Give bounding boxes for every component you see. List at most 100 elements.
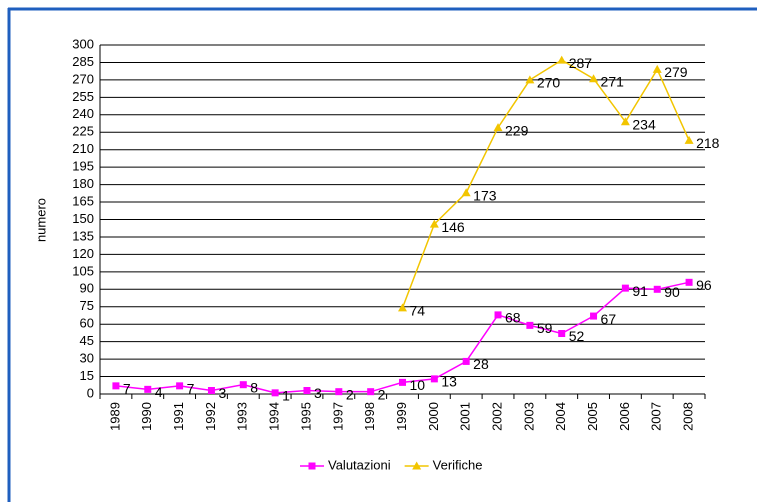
y-tick-label: 45 <box>80 333 94 348</box>
legend-label: Verifiche <box>433 457 483 472</box>
y-tick-label: 150 <box>72 211 94 226</box>
data-label: 4 <box>155 384 163 400</box>
x-tick-label: 2008 <box>681 402 696 431</box>
y-tick-label: 120 <box>72 246 94 261</box>
y-tick-label: 270 <box>72 71 94 86</box>
data-label: 1 <box>282 388 290 404</box>
x-tick-label: 1994 <box>267 402 282 431</box>
data-label: 96 <box>696 277 712 293</box>
y-tick-label: 300 <box>72 36 94 51</box>
data-label: 8 <box>250 379 258 395</box>
data-label: 2 <box>378 386 386 402</box>
y-tick-label: 210 <box>72 141 94 156</box>
marker <box>652 64 662 73</box>
marker <box>526 321 534 329</box>
series-line <box>401 59 690 309</box>
marker <box>558 330 566 338</box>
x-tick-label: 2006 <box>617 402 632 431</box>
legend-label: Valutazioni <box>328 457 391 472</box>
x-tick-label: 2001 <box>458 402 473 431</box>
data-label: 229 <box>505 122 529 138</box>
y-tick-label: 75 <box>80 298 94 313</box>
marker <box>590 312 598 320</box>
x-tick-label: 1991 <box>171 402 186 431</box>
marker <box>412 461 422 470</box>
data-label: 90 <box>664 284 680 300</box>
x-tick-label: 1990 <box>139 402 154 431</box>
x-tick-label: 1989 <box>107 402 122 431</box>
marker <box>430 375 438 383</box>
y-tick-label: 255 <box>72 89 94 104</box>
data-label: 3 <box>314 385 322 401</box>
y-tick-label: 240 <box>72 106 94 121</box>
marker <box>493 123 503 132</box>
marker <box>112 382 120 390</box>
x-tick-label: 2007 <box>649 402 664 431</box>
data-label: 218 <box>696 135 720 151</box>
marker <box>239 381 247 389</box>
marker <box>144 385 152 393</box>
data-label: 67 <box>601 311 617 327</box>
marker <box>494 311 502 319</box>
marker <box>589 74 599 83</box>
x-tick-label: 2003 <box>521 402 536 431</box>
x-tick-label: 1998 <box>362 402 377 431</box>
data-label: 7 <box>187 381 195 397</box>
marker <box>367 388 375 396</box>
x-tick-label: 1992 <box>203 402 218 431</box>
x-tick-label: 1999 <box>394 402 409 431</box>
data-label: 271 <box>601 73 625 89</box>
data-label: 91 <box>632 283 648 299</box>
marker <box>176 382 184 390</box>
y-tick-label: 180 <box>72 176 94 191</box>
marker <box>308 462 316 470</box>
data-label: 59 <box>537 320 553 336</box>
x-tick-label: 2000 <box>426 402 441 431</box>
y-tick-label: 285 <box>72 54 94 69</box>
data-label: 68 <box>505 310 521 326</box>
data-label: 74 <box>410 303 426 319</box>
data-label: 270 <box>537 75 561 91</box>
y-tick-label: 195 <box>72 159 94 174</box>
marker <box>461 188 471 197</box>
y-tick-label: 60 <box>80 316 94 331</box>
data-label: 7 <box>123 381 131 397</box>
data-label: 52 <box>569 328 585 344</box>
y-tick-label: 15 <box>80 368 94 383</box>
marker <box>207 387 215 395</box>
data-label: 2 <box>346 386 354 402</box>
marker <box>685 278 693 286</box>
marker <box>303 387 311 395</box>
marker <box>684 135 694 144</box>
marker <box>429 219 439 228</box>
data-label: 146 <box>441 219 465 235</box>
y-tick-label: 105 <box>72 263 94 278</box>
data-label: 3 <box>218 385 226 401</box>
y-tick-label: 30 <box>80 351 94 366</box>
marker <box>398 303 407 312</box>
data-label: 173 <box>473 187 497 203</box>
marker <box>557 55 567 64</box>
y-tick-label: 0 <box>87 385 94 400</box>
data-label: 28 <box>473 356 489 372</box>
x-tick-label: 1997 <box>330 402 345 431</box>
y-tick-label: 165 <box>72 193 94 208</box>
data-label: 234 <box>632 116 656 132</box>
marker <box>462 357 470 365</box>
x-tick-label: 2004 <box>553 402 568 431</box>
data-label: 287 <box>569 55 593 71</box>
y-axis-label: numero <box>33 198 48 242</box>
marker <box>621 284 629 292</box>
marker <box>653 285 661 293</box>
x-tick-label: 1995 <box>298 402 313 431</box>
data-label: 279 <box>664 64 688 80</box>
y-tick-label: 90 <box>80 281 94 296</box>
x-tick-label: 2005 <box>585 402 600 431</box>
marker <box>335 388 343 396</box>
data-label: 13 <box>441 374 457 390</box>
y-tick-label: 225 <box>72 124 94 139</box>
y-tick-label: 135 <box>72 228 94 243</box>
marker <box>399 378 406 386</box>
